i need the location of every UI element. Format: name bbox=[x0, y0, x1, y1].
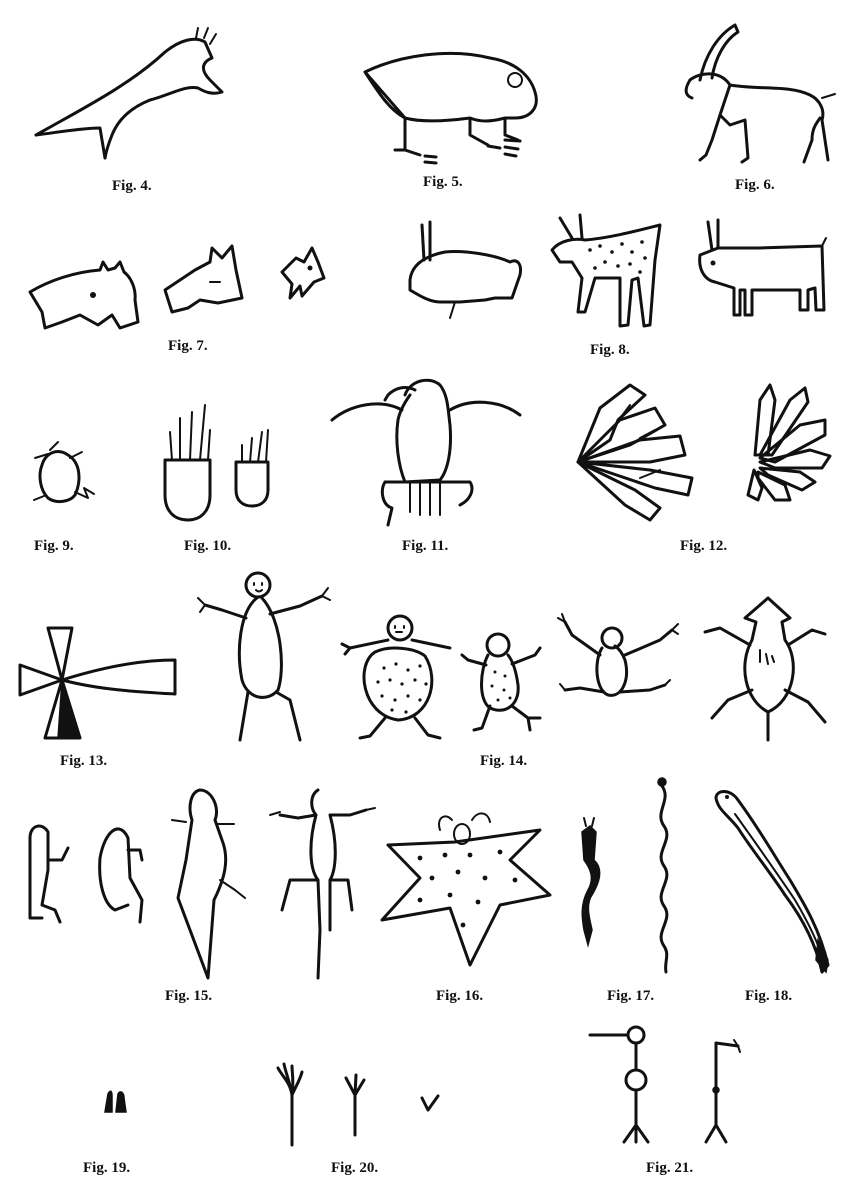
fig-13-drawing bbox=[18, 626, 177, 740]
fig-16-drawing bbox=[380, 812, 552, 967]
fig-17-drawing bbox=[581, 777, 669, 974]
fig-19-caption: Fig. 19. bbox=[83, 1160, 130, 1176]
fig-14-spots-large bbox=[376, 662, 428, 714]
fig-18-caption: Fig. 18. bbox=[745, 988, 792, 1004]
fig-9-caption: Fig. 9. bbox=[34, 538, 74, 554]
fig-19-drawing bbox=[104, 1090, 127, 1113]
fig-7-caption: Fig. 7. bbox=[168, 338, 208, 354]
fig-16-caption: Fig. 16. bbox=[436, 988, 483, 1004]
fig-4-caption: Fig. 4. bbox=[112, 178, 152, 194]
fig-13-caption: Fig. 13. bbox=[60, 753, 107, 769]
fig-16-spots bbox=[417, 849, 518, 928]
fig-11-drawing bbox=[330, 378, 522, 527]
fig-9-drawing bbox=[33, 441, 95, 504]
fig-15-caption: Fig. 15. bbox=[165, 988, 212, 1004]
fig-14-spots-small bbox=[490, 670, 512, 702]
fig-7-drawing bbox=[28, 244, 326, 330]
fig-5-drawing bbox=[363, 51, 538, 165]
fig-6-caption: Fig. 6. bbox=[735, 177, 775, 193]
fig-5-caption: Fig. 5. bbox=[423, 174, 463, 190]
fig-6-drawing bbox=[684, 23, 836, 164]
fig-21-caption: Fig. 21. bbox=[646, 1160, 693, 1176]
fig-14-drawing bbox=[197, 571, 827, 742]
fig-8-caption: Fig. 8. bbox=[590, 342, 630, 358]
fig-4-drawing bbox=[34, 27, 224, 160]
fig-15-drawing bbox=[28, 788, 376, 980]
fig-8-spots bbox=[588, 240, 647, 274]
fig-17-caption: Fig. 17. bbox=[607, 988, 654, 1004]
fig-12-caption: Fig. 12. bbox=[680, 538, 727, 554]
fig-20-caption: Fig. 20. bbox=[331, 1160, 378, 1176]
fig-10-drawing bbox=[163, 404, 270, 522]
fig-20-drawing bbox=[276, 1062, 440, 1147]
fig-8-drawing bbox=[408, 213, 827, 328]
fig-14-caption: Fig. 14. bbox=[480, 753, 527, 769]
fig-10-caption: Fig. 10. bbox=[184, 538, 231, 554]
fig-18-drawing bbox=[714, 790, 830, 974]
fig-11-caption: Fig. 11. bbox=[402, 538, 449, 554]
fig-21-drawing bbox=[588, 1025, 741, 1144]
fig-12-drawing bbox=[576, 383, 832, 522]
